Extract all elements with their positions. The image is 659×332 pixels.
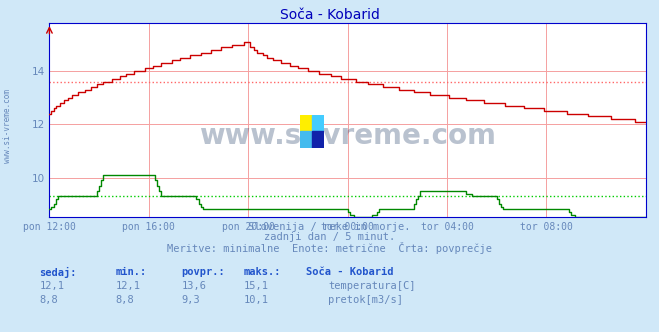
Text: sedaj:: sedaj:	[40, 267, 77, 278]
Text: www.si-vreme.com: www.si-vreme.com	[199, 122, 496, 150]
Text: www.si-vreme.com: www.si-vreme.com	[3, 89, 13, 163]
Text: 12,1: 12,1	[40, 281, 65, 290]
Text: Slovenija / reke in morje.: Slovenija / reke in morje.	[248, 222, 411, 232]
Text: Soča - Kobarid: Soča - Kobarid	[306, 267, 394, 277]
Text: 12,1: 12,1	[115, 281, 140, 290]
Text: 13,6: 13,6	[181, 281, 206, 290]
Text: povpr.:: povpr.:	[181, 267, 225, 277]
Bar	[300, 115, 312, 131]
Text: temperatura[C]: temperatura[C]	[328, 281, 416, 290]
Text: pretok[m3/s]: pretok[m3/s]	[328, 295, 403, 305]
Text: min.:: min.:	[115, 267, 146, 277]
Bar	[312, 115, 324, 131]
Text: 9,3: 9,3	[181, 295, 200, 305]
Text: 8,8: 8,8	[115, 295, 134, 305]
Text: zadnji dan / 5 minut.: zadnji dan / 5 minut.	[264, 232, 395, 242]
Bar	[300, 131, 312, 148]
Text: Meritve: minimalne  Enote: metrične  Črta: povprečje: Meritve: minimalne Enote: metrične Črta:…	[167, 242, 492, 254]
Text: 10,1: 10,1	[244, 295, 269, 305]
Bar	[312, 131, 324, 148]
Text: 8,8: 8,8	[40, 295, 58, 305]
Text: maks.:: maks.:	[244, 267, 281, 277]
Text: 15,1: 15,1	[244, 281, 269, 290]
Text: Soča - Kobarid: Soča - Kobarid	[279, 8, 380, 22]
